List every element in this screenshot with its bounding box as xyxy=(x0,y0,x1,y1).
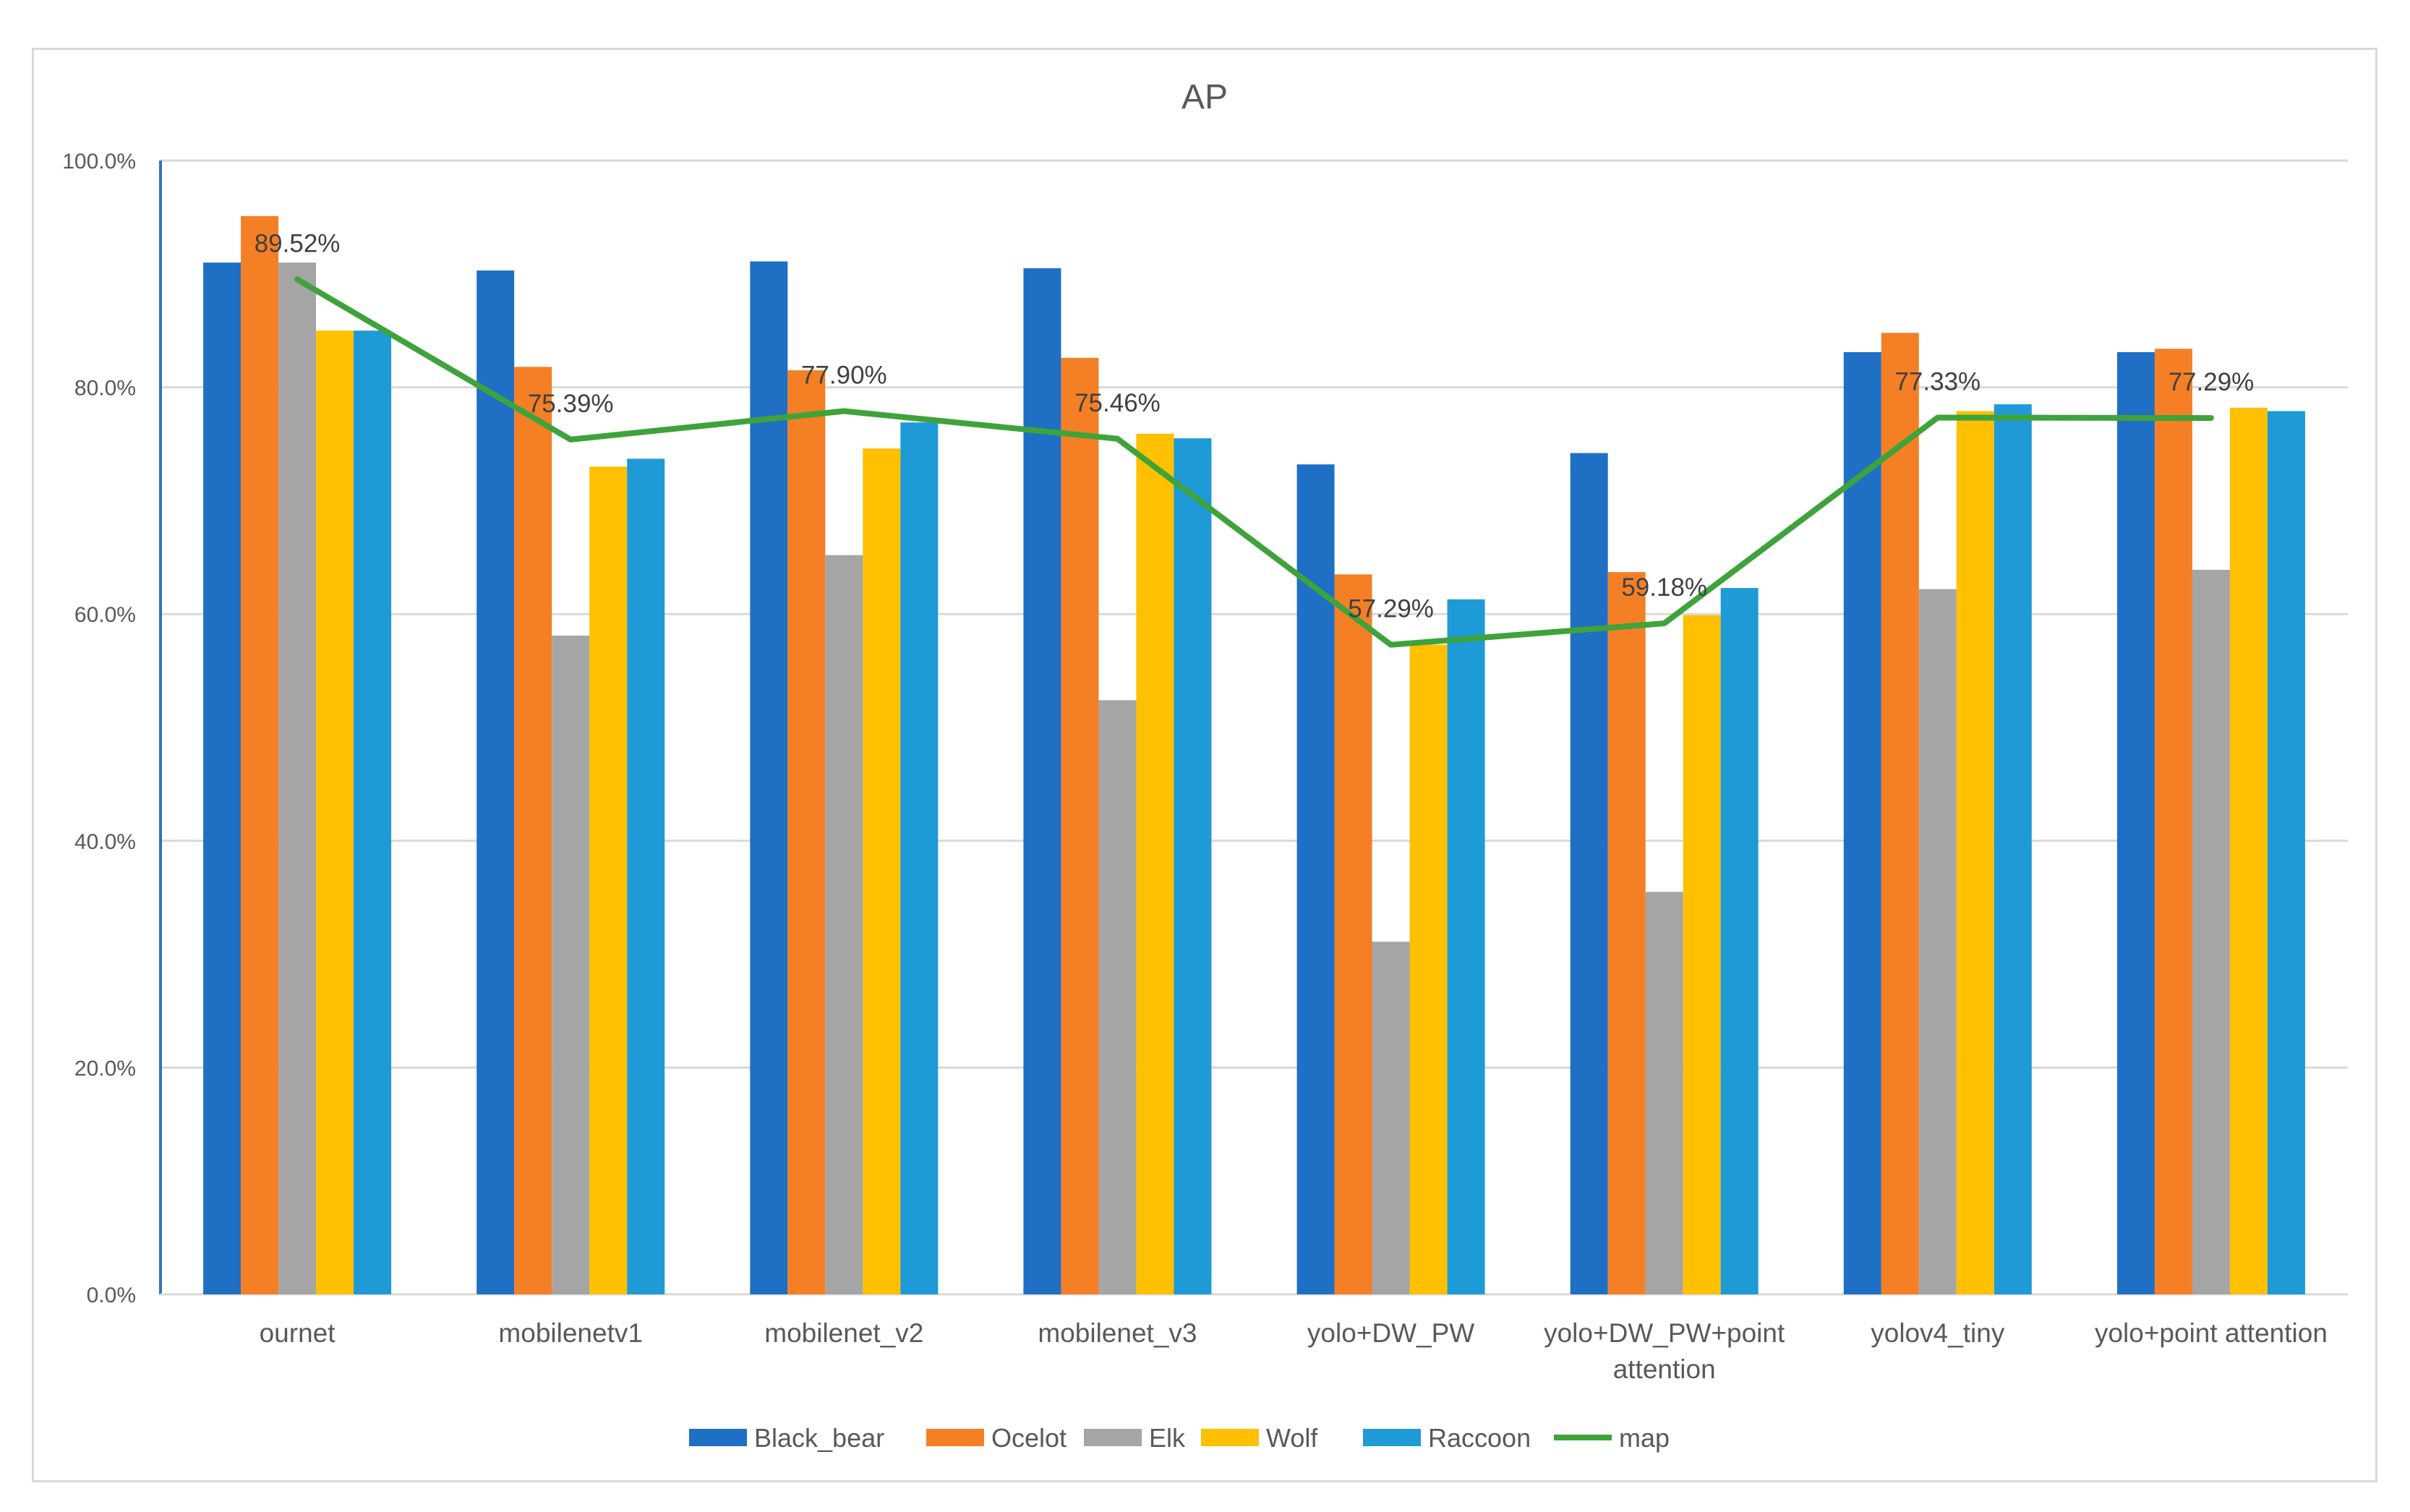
legend-label: Ocelot xyxy=(991,1423,1067,1453)
map-data-label: 89.52% xyxy=(255,229,341,257)
bar-wolf xyxy=(1956,411,1994,1294)
legend-swatch xyxy=(1363,1429,1421,1446)
bar-raccoon xyxy=(900,422,939,1294)
bar-raccoon xyxy=(1994,404,2032,1294)
bar-ocelot xyxy=(787,370,826,1294)
x-category-label: attention xyxy=(1613,1354,1716,1384)
bar-raccoon xyxy=(354,330,392,1295)
bar-elk xyxy=(552,635,590,1294)
chart-title: AP xyxy=(1182,78,1228,116)
map-data-label: 75.39% xyxy=(528,390,614,418)
map-data-label: 77.90% xyxy=(801,362,887,390)
bar-raccoon xyxy=(1447,599,1485,1294)
legend-label: map xyxy=(1619,1423,1670,1453)
category-labels: ournet mobilenetv1 mobilenet_v2 mobilenet_v… xyxy=(260,1318,2328,1384)
map-data-label: 77.33% xyxy=(1894,367,1980,396)
y-tick-label: 100.0% xyxy=(62,150,136,174)
map-line-path xyxy=(294,276,2214,648)
legend-swatch xyxy=(926,1429,984,1446)
bar-elk xyxy=(1098,700,1137,1294)
bar-black-bear xyxy=(1296,464,1335,1294)
legend-label: Black_bear xyxy=(754,1423,884,1453)
bar-black-bear xyxy=(477,270,515,1295)
x-category-label: ournet xyxy=(260,1318,336,1348)
bar-black-bear xyxy=(2116,351,2155,1295)
bar-elk xyxy=(1645,892,1683,1294)
map-line xyxy=(294,276,2214,648)
bar-ocelot xyxy=(1334,574,1372,1294)
bar-wolf xyxy=(2229,407,2268,1294)
bar-black-bear xyxy=(1843,351,1881,1295)
x-category-label: mobilenetv1 xyxy=(498,1318,643,1348)
y-tick-label: 40.0% xyxy=(74,830,136,854)
bars xyxy=(203,215,2305,1295)
bar-wolf xyxy=(316,330,354,1295)
map-data-label: 57.29% xyxy=(1348,595,1434,623)
bar-ocelot xyxy=(241,215,279,1294)
data-labels: 89.52% 75.39% 77.90% 75.46% 57.29% 59.18% 77.3… xyxy=(255,229,2255,623)
y-tick-label: 60.0% xyxy=(74,603,136,627)
bar-raccoon xyxy=(1720,588,1759,1294)
bar-wolf xyxy=(863,448,901,1294)
bar-ocelot xyxy=(1607,572,1646,1294)
y-tick-label: 0.0% xyxy=(87,1284,136,1307)
x-category-label: yolo+DW_PW xyxy=(1307,1318,1474,1348)
legend-label: Wolf xyxy=(1266,1423,1318,1453)
bar-black-bear xyxy=(750,261,788,1294)
legend-swatch xyxy=(1201,1429,1259,1446)
bar-ocelot xyxy=(2154,349,2192,1295)
bar-ocelot xyxy=(1061,357,1099,1294)
legend-swatch xyxy=(689,1429,747,1446)
bar-black-bear xyxy=(1570,453,1608,1295)
map-data-label: 77.29% xyxy=(2168,368,2255,396)
x-category-label: yolo+point attention xyxy=(2095,1318,2328,1348)
bar-elk xyxy=(1918,589,1957,1294)
map-data-label: 59.18% xyxy=(1621,573,1707,602)
legend-label: Raccoon xyxy=(1428,1423,1531,1453)
bar-ocelot xyxy=(514,367,552,1295)
x-category-label: mobilenet_v2 xyxy=(764,1318,923,1348)
y-tick-label: 20.0% xyxy=(74,1056,136,1080)
bar-raccoon xyxy=(2267,411,2305,1294)
bar-ocelot xyxy=(1881,333,1919,1295)
x-category-label: yolov4_tiny xyxy=(1871,1318,2005,1348)
bar-wolf xyxy=(1409,644,1448,1294)
legend-label: Elk xyxy=(1149,1423,1186,1453)
bar-elk xyxy=(2192,570,2230,1294)
bar-black-bear xyxy=(203,262,242,1294)
y-tick-label: 80.0% xyxy=(74,377,136,401)
bar-raccoon xyxy=(627,458,665,1294)
legend: Black_bear Ocelot Elk Wolf Raccoon map xyxy=(689,1423,1670,1453)
bar-wolf xyxy=(1683,615,1721,1294)
x-category-label: mobilenet_v3 xyxy=(1038,1318,1197,1348)
x-category-label: yolo+DW_PW+point xyxy=(1544,1318,1785,1348)
bar-raccoon xyxy=(1174,438,1212,1295)
bar-elk xyxy=(825,555,863,1294)
bar-wolf xyxy=(1136,433,1174,1295)
bar-elk xyxy=(278,262,317,1294)
bar-elk xyxy=(1372,941,1410,1294)
bar-wolf xyxy=(589,466,628,1294)
legend-swatch xyxy=(1084,1429,1142,1446)
map-data-label: 75.46% xyxy=(1074,389,1161,417)
bar-black-bear xyxy=(1023,268,1061,1295)
